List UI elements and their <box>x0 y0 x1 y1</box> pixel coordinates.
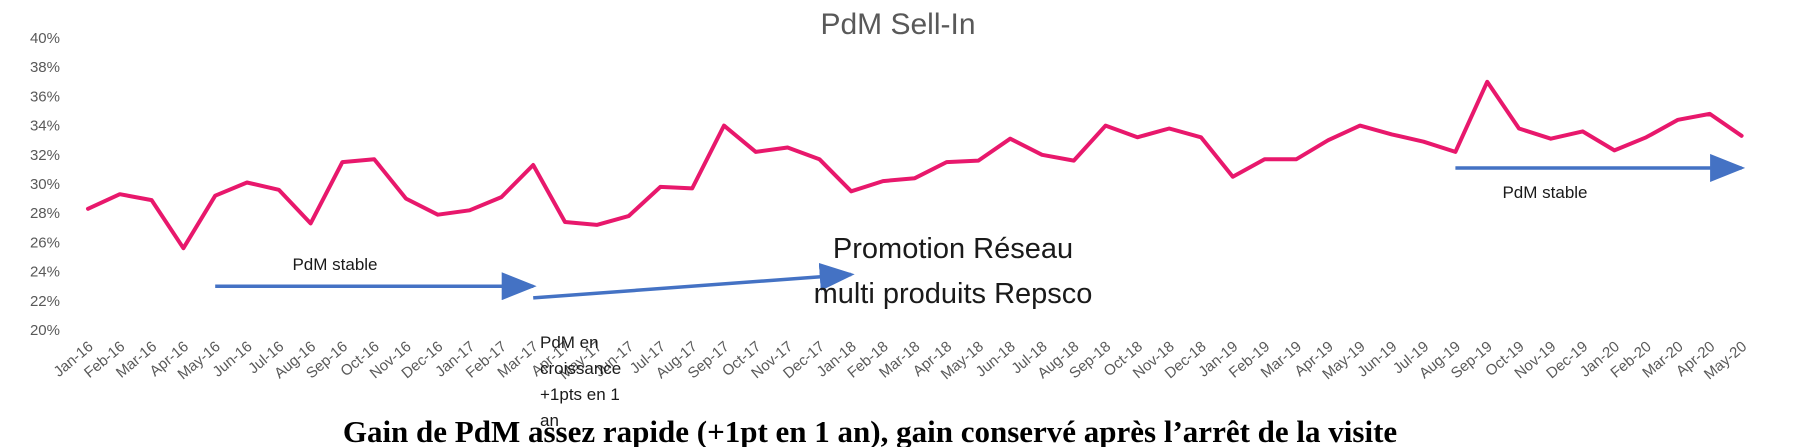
data-point <box>309 221 313 225</box>
data-point <box>277 188 281 192</box>
y-tick-label: 30% <box>30 176 60 193</box>
data-point <box>1644 135 1648 139</box>
data-point <box>1231 175 1235 179</box>
data-point <box>1422 140 1426 144</box>
data-point <box>722 124 726 128</box>
data-point <box>118 192 122 196</box>
data-point <box>1008 137 1012 141</box>
annotation-growth-line-4: an <box>540 411 559 430</box>
data-point <box>945 160 949 164</box>
data-point <box>1294 157 1298 161</box>
data-point <box>1199 135 1203 139</box>
data-point <box>340 160 344 164</box>
data-point <box>563 220 567 224</box>
data-point <box>1453 150 1457 154</box>
y-tick-label: 36% <box>30 88 60 105</box>
data-point <box>436 213 440 217</box>
data-point <box>468 208 472 212</box>
annotation-growth-line-2: croissance <box>540 359 621 378</box>
data-point <box>690 186 694 190</box>
data-point <box>1676 118 1680 122</box>
y-tick-label: 22% <box>30 293 60 310</box>
series-line <box>86 79 1744 251</box>
data-point <box>658 185 662 189</box>
data-point <box>849 189 853 193</box>
y-tick-label: 28% <box>30 205 60 222</box>
x-axis: Jan-16Feb-16Mar-16Apr-16May-16Jun-16Jul-… <box>51 338 1751 383</box>
data-point <box>1326 138 1330 142</box>
annotation-promo-line-1: Promotion Réseau <box>833 233 1073 265</box>
data-point <box>1104 124 1108 128</box>
data-point <box>1358 124 1362 128</box>
data-point <box>499 195 503 199</box>
y-tick-label: 26% <box>30 234 60 251</box>
annotation-pdm-stable-2: PdM stable <box>1502 183 1587 202</box>
data-point <box>786 146 790 150</box>
data-point <box>1040 153 1044 157</box>
data-point <box>1581 129 1585 133</box>
data-point <box>150 198 154 202</box>
data-point <box>245 181 249 185</box>
annotation-growth-line-1: PdM en <box>540 333 599 352</box>
series-layer <box>86 79 1744 251</box>
data-point <box>881 179 885 183</box>
y-tick-label: 24% <box>30 264 60 281</box>
chart-caption: Gain de PdM assez rapide (+1pt en 1 an),… <box>343 414 1397 447</box>
data-point <box>213 194 217 198</box>
data-point <box>1167 127 1171 131</box>
y-tick-label: 40% <box>30 30 60 47</box>
data-point <box>1390 132 1394 136</box>
data-point <box>1263 157 1267 161</box>
annotation-growth-line-3: +1pts en 1 <box>540 385 620 404</box>
y-tick-label: 34% <box>30 118 60 135</box>
annotation-promo-line-2: multi produits Repsco <box>814 278 1093 310</box>
y-axis: 20% 22% 24% 26% 28% 30% 32% 34% 36% 38% 40% <box>30 30 60 339</box>
y-tick-label: 32% <box>30 147 60 164</box>
data-point <box>181 246 185 250</box>
data-point <box>627 214 631 218</box>
annotation-arrow <box>533 262 855 300</box>
y-tick-label: 38% <box>30 59 60 76</box>
data-point <box>1612 148 1616 152</box>
annotation-pdm-stable-1: PdM stable <box>292 255 377 274</box>
data-point <box>1072 159 1076 163</box>
data-point <box>817 157 821 161</box>
data-point <box>404 197 408 201</box>
y-tick-label: 20% <box>30 322 60 339</box>
data-point <box>1708 112 1712 116</box>
data-point <box>372 157 376 161</box>
data-point <box>913 176 917 180</box>
arrows-layer <box>215 153 1746 301</box>
data-point <box>86 207 90 211</box>
data-point <box>1517 127 1521 131</box>
data-point <box>1549 137 1553 141</box>
data-point <box>754 150 758 154</box>
data-point <box>1485 80 1489 84</box>
data-point <box>595 223 599 227</box>
data-point <box>1135 135 1139 139</box>
data-point <box>976 159 980 163</box>
chart-title: PdM Sell-In <box>820 8 975 41</box>
data-point <box>531 163 535 167</box>
data-point <box>1740 134 1744 138</box>
